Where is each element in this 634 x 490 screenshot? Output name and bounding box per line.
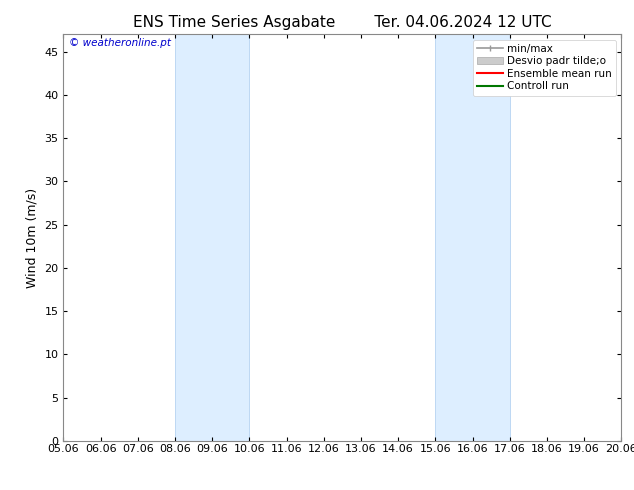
Text: © weatheronline.pt: © weatheronline.pt xyxy=(69,38,171,49)
Bar xyxy=(436,34,510,441)
Legend: min/max, Desvio padr tilde;o, Ensemble mean run, Controll run: min/max, Desvio padr tilde;o, Ensemble m… xyxy=(473,40,616,96)
Bar xyxy=(175,34,249,441)
Text: ENS Time Series Asgabate        Ter. 04.06.2024 12 UTC: ENS Time Series Asgabate Ter. 04.06.2024… xyxy=(133,15,552,30)
Y-axis label: Wind 10m (m/s): Wind 10m (m/s) xyxy=(26,188,39,288)
